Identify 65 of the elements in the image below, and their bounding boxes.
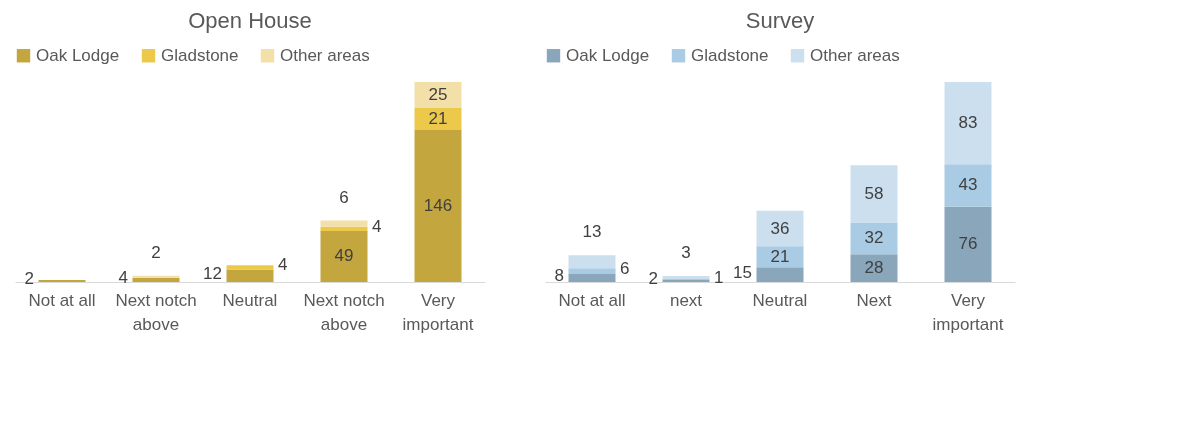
bar — [756, 267, 804, 282]
x-tick-label: Very important — [402, 290, 474, 334]
bar — [850, 254, 898, 282]
x-tick-label: Next notch above — [115, 290, 197, 334]
legend-label: Other areas — [810, 45, 900, 65]
data-label: 2 — [151, 242, 161, 262]
bar — [320, 230, 368, 282]
data-label: 6 — [339, 187, 349, 207]
x-tick-label: Next notch above — [303, 290, 385, 334]
bar — [756, 210, 804, 247]
data-label: 12 — [203, 263, 222, 283]
bar — [132, 275, 180, 278]
data-label: 83 — [958, 113, 978, 133]
data-label: 6 — [620, 259, 630, 279]
bar — [850, 165, 898, 223]
data-label: 4 — [278, 255, 288, 275]
data-label: 2 — [24, 268, 34, 288]
bar — [756, 246, 804, 268]
bar — [568, 274, 616, 282]
bar — [226, 269, 274, 282]
x-tick-label: next — [669, 290, 703, 310]
data-label: 4 — [118, 267, 128, 287]
data-label: 8 — [554, 266, 564, 286]
bar — [568, 255, 616, 269]
data-label: 25 — [428, 85, 448, 105]
bar — [414, 108, 462, 130]
data-label: 28 — [864, 258, 884, 278]
x-tick-label: Next — [856, 290, 892, 310]
x-tick-label: Neutral — [222, 290, 278, 310]
chart-title: Survey — [745, 8, 815, 33]
data-label: 21 — [770, 246, 790, 266]
chart-title: Open House — [188, 8, 312, 33]
bar — [568, 268, 616, 275]
data-label: 1 — [714, 267, 724, 287]
data-label: 3 — [681, 243, 691, 263]
legend-label: Other areas — [280, 45, 370, 65]
data-label: 2 — [648, 269, 658, 289]
x-tick-label: Neutral — [752, 290, 808, 310]
legend-label: Gladstone — [161, 45, 239, 65]
data-label: 15 — [733, 262, 752, 282]
bar — [226, 265, 274, 270]
bar — [414, 129, 462, 282]
bar — [38, 279, 86, 282]
bar — [944, 82, 992, 165]
data-label: 21 — [428, 108, 448, 128]
data-label: 49 — [334, 246, 354, 266]
data-label: 146 — [423, 195, 453, 215]
bar — [944, 164, 992, 207]
bar — [132, 277, 180, 282]
data-label: 76 — [958, 234, 978, 254]
data-label: 32 — [864, 228, 884, 248]
legend-label: Oak Lodge — [36, 45, 120, 65]
data-label: 36 — [770, 218, 790, 238]
bar — [320, 226, 368, 231]
data-label: 4 — [372, 216, 382, 236]
data-label: 43 — [958, 175, 978, 195]
x-tick-label: Not at all — [28, 290, 96, 310]
legend-label: Gladstone — [691, 45, 769, 65]
x-tick-label: Not at all — [558, 290, 626, 310]
x-tick-label: Very important — [932, 290, 1004, 334]
legend-label: Oak Lodge — [566, 45, 650, 65]
bar — [944, 206, 992, 282]
data-label: 13 — [582, 222, 602, 242]
data-label: 58 — [864, 183, 884, 203]
bar — [320, 220, 368, 227]
